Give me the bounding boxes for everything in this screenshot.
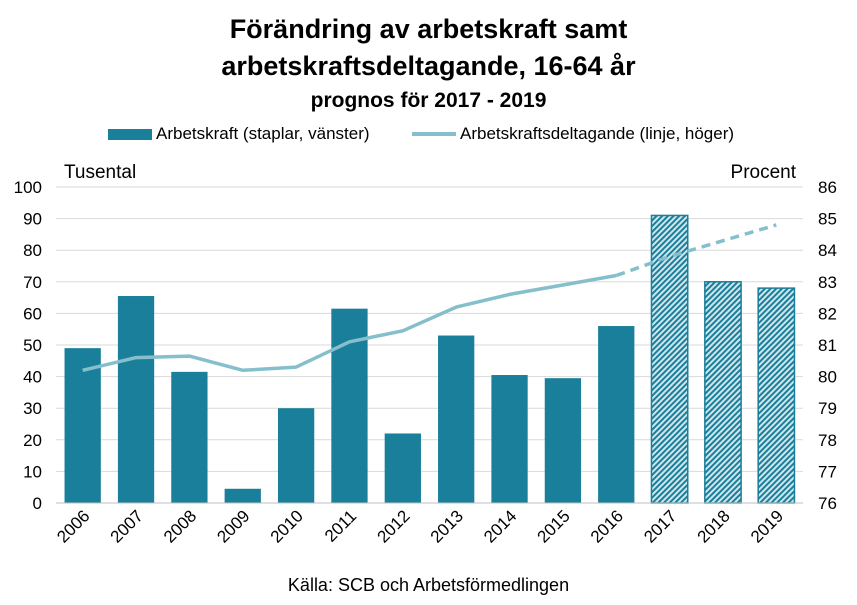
y-left-tick-label: 60 xyxy=(23,304,42,323)
x-tick-label: 2018 xyxy=(694,506,734,546)
legend-swatch-line xyxy=(412,132,456,136)
x-tick-label: 2016 xyxy=(587,506,627,546)
source-note: Källa: SCB och Arbetsförmedlingen xyxy=(287,575,570,595)
x-tick-label: 2012 xyxy=(373,506,413,546)
bar-2019 xyxy=(757,287,796,504)
x-tick-label: 2010 xyxy=(267,506,307,546)
x-tick-label: 2009 xyxy=(213,506,253,546)
bar-2010 xyxy=(277,408,315,503)
bar-2008 xyxy=(171,371,208,503)
line-series-forecast xyxy=(615,223,777,278)
y-left-tick-label: 90 xyxy=(23,210,42,229)
x-tick-label: 2006 xyxy=(53,506,93,546)
y-right-tick-label: 76 xyxy=(818,494,837,513)
line-series-historical xyxy=(82,273,617,373)
bar-2006 xyxy=(64,348,101,503)
bar-2018 xyxy=(704,281,742,504)
bar-2016 xyxy=(598,326,635,503)
bar-2007 xyxy=(117,296,155,503)
legend-label-bars: Arbetskraft (staplar, vänster) xyxy=(156,124,370,143)
chart-title-line2: arbetskraftsdeltagande, 16-64 år xyxy=(221,51,636,81)
x-tick-label: 2008 xyxy=(160,506,200,546)
y-left-tick-label: 100 xyxy=(14,178,42,197)
x-tick-label: 2015 xyxy=(534,506,574,546)
legend-label-line: Arbetskraftsdeltagande (linje, höger) xyxy=(460,124,735,143)
right-axis-unit: Procent xyxy=(730,162,796,183)
y-left-tick-label: 10 xyxy=(23,462,42,481)
y-right-tick-label: 84 xyxy=(818,241,837,260)
bar-2009 xyxy=(224,488,261,503)
y-left-tick-label: 30 xyxy=(23,399,42,418)
legend-swatch-bar xyxy=(108,128,152,140)
y-left-tick-label: 20 xyxy=(23,431,42,450)
y-right-tick-label: 85 xyxy=(818,210,837,229)
y-right-tick-label: 79 xyxy=(818,399,837,418)
y-right-tick-label: 81 xyxy=(818,336,837,355)
x-tick-label: 2011 xyxy=(321,506,360,545)
x-tick-label: 2017 xyxy=(640,506,680,546)
y-right-tick-label: 78 xyxy=(818,431,837,450)
y-left-tick-label: 0 xyxy=(33,494,42,513)
y-left-tick-label: 50 xyxy=(23,336,42,355)
legend-item-bars: Arbetskraft (staplar, vänster) xyxy=(108,124,370,144)
x-tick-label: 2014 xyxy=(480,506,520,546)
y-right-tick-label: 86 xyxy=(818,178,837,197)
y-right-tick-label: 80 xyxy=(818,368,837,387)
x-tick-label: 2019 xyxy=(747,506,787,546)
x-tick-label: 2013 xyxy=(427,506,467,546)
bar-2015 xyxy=(544,378,582,503)
y-right-tick-label: 77 xyxy=(818,462,837,481)
y-left-tick-label: 80 xyxy=(23,241,42,260)
y-left-tick-label: 70 xyxy=(23,273,42,292)
bar-2012 xyxy=(384,433,421,503)
bar-2017 xyxy=(650,214,689,504)
legend-item-line: Arbetskraftsdeltagande (linje, höger) xyxy=(412,124,734,144)
left-axis-unit: Tusental xyxy=(64,162,137,183)
x-tick-label: 2007 xyxy=(107,506,147,546)
bar-2014 xyxy=(491,375,528,503)
y-left-tick-label: 40 xyxy=(23,368,42,387)
y-right-tick-label: 83 xyxy=(818,273,837,292)
y-right-tick-label: 82 xyxy=(818,304,837,323)
chart-title: Förändring av arbetskraft samt xyxy=(229,14,628,44)
bar-2013 xyxy=(438,335,475,503)
chart-subtitle: prognos för 2017 - 2019 xyxy=(310,89,547,112)
